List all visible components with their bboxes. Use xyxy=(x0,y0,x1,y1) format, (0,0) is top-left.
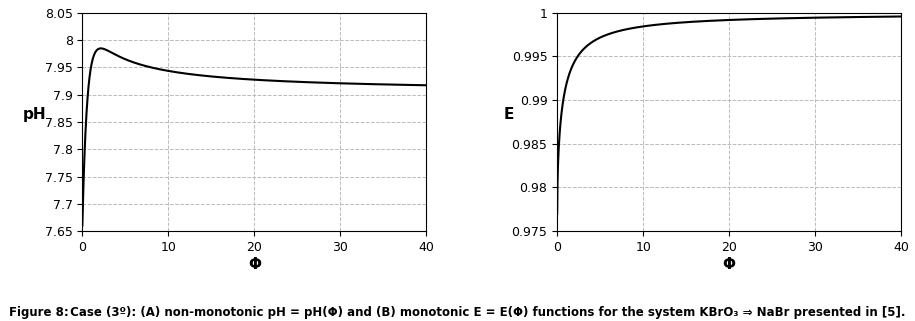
Y-axis label: pH: pH xyxy=(22,107,46,122)
X-axis label: Φ: Φ xyxy=(248,256,261,272)
Y-axis label: E: E xyxy=(504,107,514,122)
Text: Case (3º): (A) non-monotonic pH = pH(Φ) and (B) monotonic E = E(Φ) functions for: Case (3º): (A) non-monotonic pH = pH(Φ) … xyxy=(66,307,905,319)
Text: Figure 8:: Figure 8: xyxy=(9,307,69,319)
X-axis label: Φ: Φ xyxy=(723,256,736,272)
